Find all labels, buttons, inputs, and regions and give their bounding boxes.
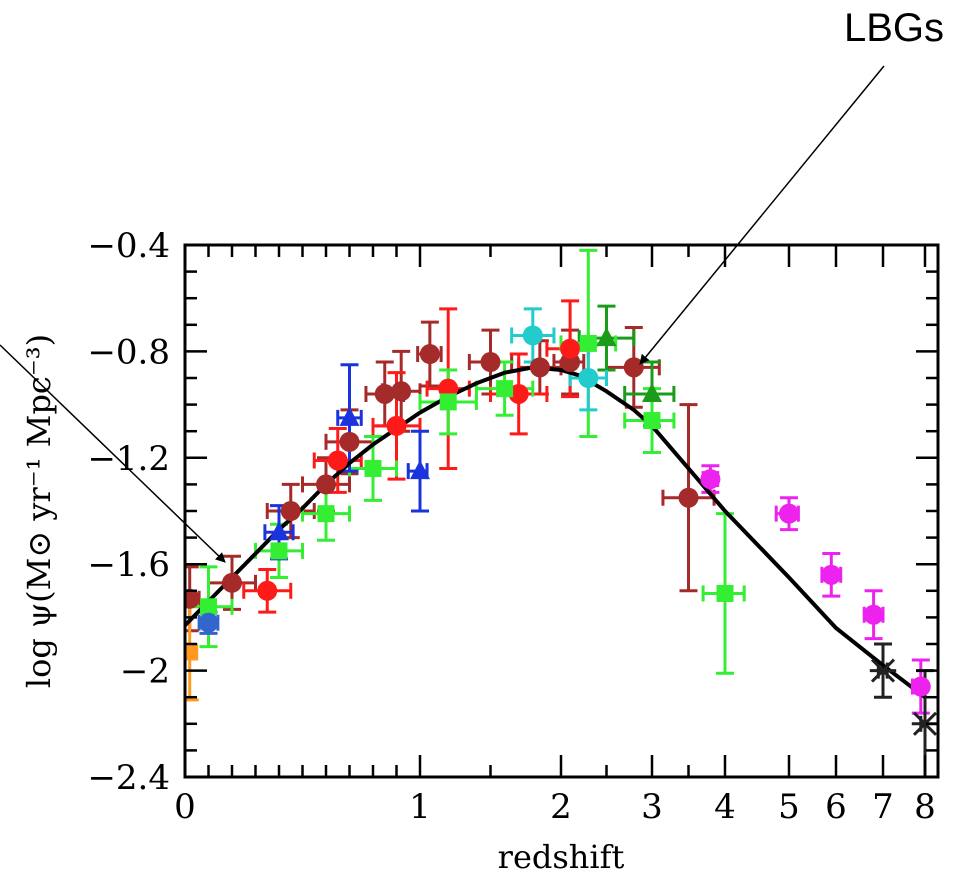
x-tick-label: 4 [714,787,736,827]
data-point [642,382,662,402]
data-point [560,338,581,359]
data-point [579,334,597,352]
data-point [327,450,348,471]
y-tick-label: −0.4 [87,226,170,266]
data-point [339,431,360,452]
data-point [779,503,799,524]
data-point [716,584,734,602]
data-point [578,368,599,388]
x-tick-label: 6 [825,787,847,827]
data-point [480,352,501,373]
data-point [391,381,412,402]
x-tick-label: 0 [174,787,196,827]
x-tick-label: 2 [550,787,572,827]
data-point [280,501,301,521]
data-point [364,459,382,477]
data-point [386,415,407,436]
data-point [419,344,440,365]
x-tick-label: 7 [872,787,894,827]
data-point [496,380,514,398]
data-point [529,357,550,378]
data-point [643,412,661,430]
data-point [316,474,336,495]
data-point [869,658,897,683]
data-point [623,357,644,378]
fit-curve [185,365,927,699]
data-point [410,460,430,480]
x-tick-label: 3 [641,787,663,827]
data-point [700,469,721,490]
x-tick-label: 5 [778,787,800,827]
data-point [821,564,842,585]
data-point [317,505,335,523]
lbg-annotation-label: LBGs [843,6,944,50]
y-tick-label: −1.2 [87,439,170,479]
low-z-arrow [0,344,226,563]
x-axis-title: redshift [498,838,625,876]
data-point [270,542,288,560]
data-point [374,383,395,404]
y-tick-label: −2.4 [87,758,170,798]
data-point [269,521,289,541]
x-tick-label: 1 [409,787,431,827]
data-point [522,325,543,346]
data-point [257,580,278,601]
data-point [185,643,199,661]
y-tick-label: −1.6 [87,545,170,585]
data-point [508,383,529,404]
data-point [198,612,219,633]
data-point [339,406,360,426]
data-point [185,588,200,609]
data-point [910,676,931,697]
y-tick-label: −0.8 [87,332,170,372]
data-point [596,327,617,347]
data-point [200,598,217,616]
data-point [678,487,699,508]
y-axis-title: log ψ(M⊙ yr⁻¹ Mpc⁻³) [20,334,58,688]
lbg-arrow [639,65,885,365]
data-point [863,604,884,625]
data-point [439,393,457,411]
data-point [222,572,242,593]
x-tick-label: 8 [914,787,936,827]
y-tick-label: −2 [120,652,170,692]
